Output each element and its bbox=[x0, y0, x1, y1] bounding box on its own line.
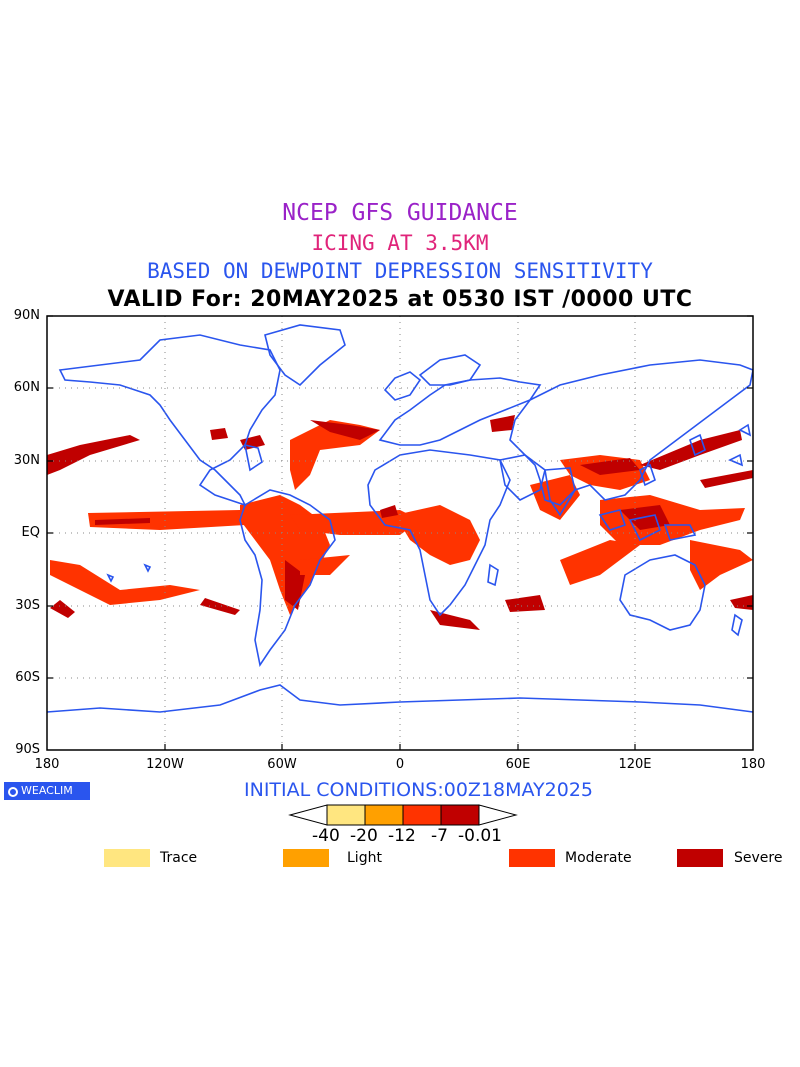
initial-conditions: INITIAL CONDITIONS:00Z18MAY2025 bbox=[244, 779, 594, 801]
colorbar-lower-arrow bbox=[288, 804, 328, 826]
colorbar-segment-severe bbox=[440, 804, 480, 826]
lat-label-60n: 60N bbox=[13, 380, 40, 395]
legend-swatch-severe bbox=[677, 849, 723, 867]
legend-swatch-light bbox=[283, 849, 329, 867]
lat-label-30n: 30N bbox=[13, 453, 40, 468]
lon-label-0: 0 bbox=[395, 757, 405, 772]
title-method: BASED ON DEWPOINT DEPRESSION SENSITIVITY bbox=[147, 259, 653, 283]
weaclim-logo: WEACLIM bbox=[4, 782, 90, 800]
lat-label-eq: EQ bbox=[21, 525, 40, 540]
lat-label-30s: 30S bbox=[15, 598, 40, 613]
title-model: NCEP GFS GUIDANCE bbox=[282, 200, 518, 226]
lat-label-90n: 90N bbox=[13, 308, 40, 323]
lat-label-90s: 90S bbox=[15, 742, 40, 757]
lon-label-60w: 60W bbox=[267, 757, 297, 772]
lon-label-60e: 60E bbox=[505, 757, 531, 772]
colorbar-segment-trace bbox=[326, 804, 366, 826]
logo-ring-icon bbox=[8, 787, 18, 797]
graticule bbox=[47, 316, 753, 750]
colorbar-segment-light bbox=[364, 804, 404, 826]
legend-swatch-moderate bbox=[509, 849, 555, 867]
title-valid-time: VALID For: 20MAY2025 at 0530 IST /0000 U… bbox=[107, 287, 693, 312]
legend-swatch-trace bbox=[104, 849, 150, 867]
legend-label-trace: Trace bbox=[160, 850, 198, 866]
colorbar-upper-arrow bbox=[478, 804, 518, 826]
coastlines bbox=[47, 324, 753, 713]
colorbar-label-3: -12 bbox=[388, 826, 416, 846]
colorbar-segment-moderate bbox=[402, 804, 442, 826]
axis-ticks bbox=[47, 315, 753, 750]
lon-label-180e: 180 bbox=[740, 757, 766, 772]
colorbar-label-1: -40 bbox=[312, 826, 340, 846]
icing-regions bbox=[47, 415, 753, 630]
colorbar-label-4: -7 bbox=[431, 826, 448, 846]
lon-label-180w: 180 bbox=[34, 757, 60, 772]
lon-label-120w: 120W bbox=[146, 757, 184, 772]
lat-label-60s: 60S bbox=[15, 670, 40, 685]
colorbar-label-2: -20 bbox=[350, 826, 378, 846]
legend-label-severe: Severe bbox=[734, 850, 783, 866]
legend-label-light: Light bbox=[347, 850, 382, 866]
lon-label-120e: 120E bbox=[618, 757, 652, 772]
title-parameter: ICING AT 3.5KM bbox=[311, 231, 489, 255]
colorbar bbox=[288, 804, 518, 826]
logo-text: WEACLIM bbox=[21, 784, 73, 797]
colorbar-label-5: -0.01 bbox=[458, 826, 502, 846]
legend-label-moderate: Moderate bbox=[565, 850, 632, 866]
